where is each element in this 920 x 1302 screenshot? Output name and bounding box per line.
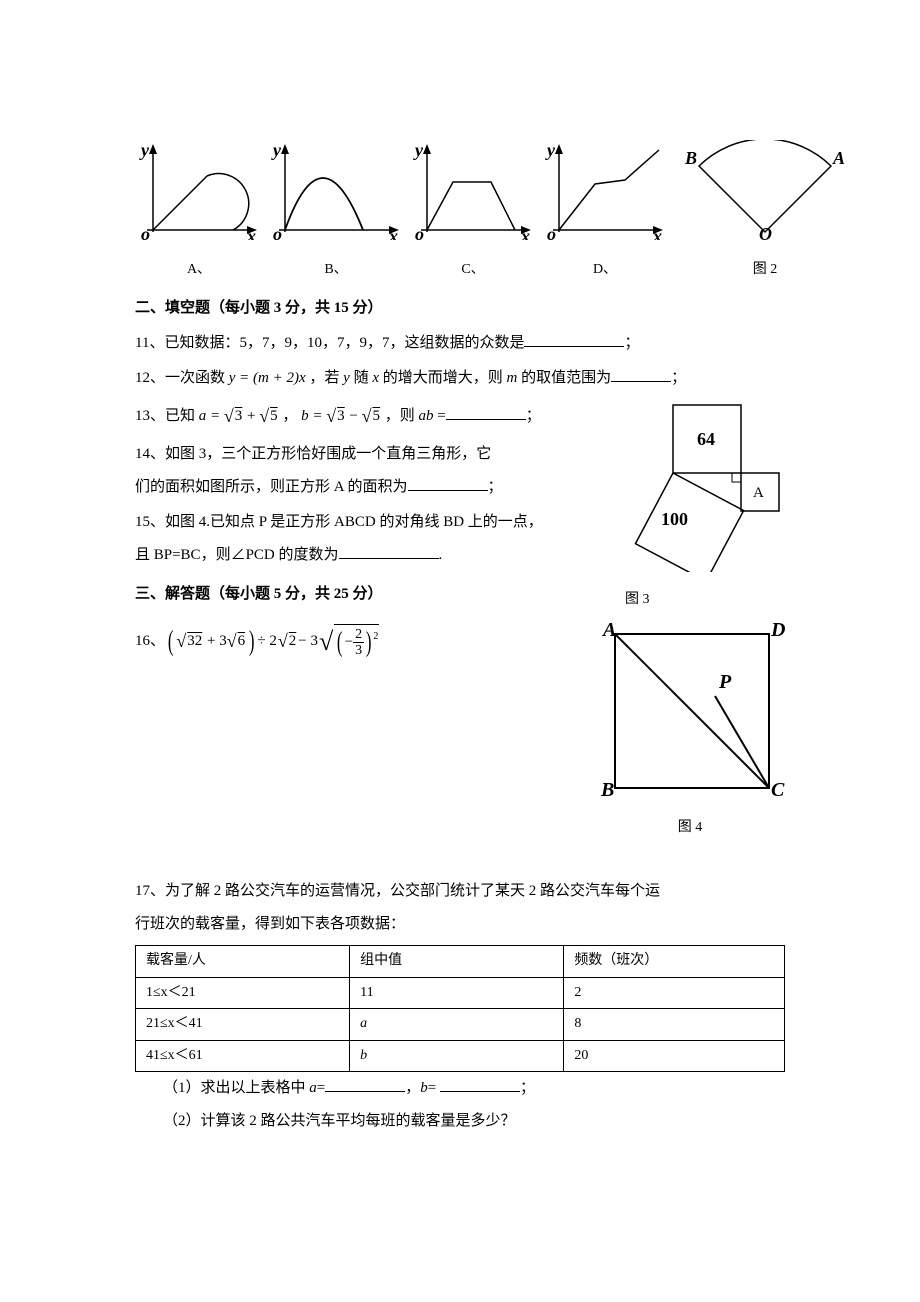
svg-text:64: 64	[697, 429, 715, 449]
q14-blank	[408, 476, 488, 491]
graph-d: y o x D、	[541, 140, 669, 286]
q12-y: y	[343, 370, 350, 386]
question-12: 12、一次函数 y = (m + 2)x ，若 y 随 x 的增大而增大，则 m…	[135, 362, 785, 395]
q15-line2a: 且 BP=BC，则∠PCD 的度数为	[135, 547, 339, 563]
q11-blank	[524, 332, 624, 347]
graph-b-label: B、	[267, 255, 405, 286]
fig2-label-o: O	[759, 224, 772, 240]
q17-sub1: （1）求出以上表格中 a=，b= ；	[135, 1072, 785, 1105]
graph-c-label: C、	[409, 255, 537, 286]
q17-sub2: （2）计算该 2 路公共汽车平均每班的载客量是多少？	[135, 1105, 785, 1138]
th-2: 频数（班次）	[564, 946, 785, 977]
q17-blank-b	[440, 1077, 520, 1092]
q17-intro2: 行班次的载客量，得到如下表各项数据：	[135, 908, 785, 941]
q17-table: 载客量/人 组中值 频数（班次） 1≤x＜21 11 2 21≤x＜41 a 8…	[135, 945, 785, 1072]
svg-text:P: P	[718, 671, 732, 693]
svg-text:100: 100	[661, 509, 688, 529]
svg-text:x: x	[388, 226, 398, 240]
q14-line2a: 们的面积如图所示，则正方形 A 的面积为	[135, 479, 408, 495]
svg-text:C: C	[771, 779, 785, 800]
svg-text:x: x	[520, 226, 530, 240]
svg-text:x: x	[246, 226, 256, 240]
question-11: 11、已知数据：5，7，9，10，7，9，7，这组数据的众数是 ；	[135, 327, 785, 360]
graph-b: y o x B、	[267, 140, 405, 286]
figure-3: 64 A 100 图 3	[595, 397, 785, 616]
graph-c: y o x C、	[409, 140, 537, 286]
figure-3-caption: 图 3	[595, 585, 785, 616]
q13-blank	[446, 405, 526, 420]
y-axis-label: y	[139, 140, 150, 160]
svg-text:o: o	[547, 224, 556, 240]
q12-m: m	[507, 370, 518, 386]
q13-p1: 13、已知	[135, 408, 199, 424]
svg-text:o: o	[273, 224, 282, 240]
q12-p5: 的取值范围为	[517, 370, 611, 386]
question-17: 17、为了解 2 路公交汽车的运营情况，公交部门统计了某天 2 路公交汽车每个运…	[135, 875, 785, 1138]
figure-4-caption: 图 4	[595, 813, 785, 844]
q14-line2b: ；	[488, 479, 503, 495]
q11-text-post: ；	[624, 335, 639, 351]
fig2-label-b: B	[684, 148, 697, 168]
fig2-label-a: A	[832, 148, 845, 168]
q12-p3: 随	[350, 370, 373, 386]
table-row: 1≤x＜21 11 2	[136, 977, 785, 1008]
graph-a: y o x A、	[135, 140, 263, 286]
svg-text:o: o	[415, 224, 424, 240]
svg-text:D: D	[770, 620, 785, 641]
q12-eq: y = (m + 2)x	[229, 370, 306, 386]
q12-p6: ；	[671, 370, 686, 386]
svg-text:B: B	[600, 779, 614, 800]
section-2-heading: 二、填空题（每小题 3 分，共 15 分）	[135, 292, 785, 325]
table-row: 21≤x＜41 a 8	[136, 1009, 785, 1040]
q17-blank-a	[325, 1077, 405, 1092]
svg-text:y: y	[413, 140, 424, 160]
th-0: 载客量/人	[136, 946, 350, 977]
q12-p4: 的增大而增大，则	[379, 370, 507, 386]
graph-options-row: y o x A、 y o x B、 y	[135, 140, 785, 286]
figure-4: A D B C P 图 4	[595, 620, 785, 844]
svg-text:A: A	[601, 620, 616, 641]
svg-text:y: y	[545, 140, 556, 160]
svg-text:x: x	[652, 226, 662, 240]
q17-intro1: 17、为了解 2 路公交汽车的运营情况，公交部门统计了某天 2 路公交汽车每个运	[135, 875, 785, 908]
figure-2: B A O 图 2	[681, 140, 849, 286]
q15-blank	[339, 544, 439, 559]
q12-p1: 12、一次函数	[135, 370, 229, 386]
q11-text-pre: 11、已知数据：5，7，9，10，7，9，7，这组数据的众数是	[135, 335, 524, 351]
origin-label: o	[141, 224, 150, 240]
figure-2-caption: 图 2	[681, 255, 849, 286]
q12-p2: ，若	[306, 370, 344, 386]
q12-blank	[611, 367, 671, 382]
th-1: 组中值	[350, 946, 564, 977]
graph-d-label: D、	[541, 255, 669, 286]
graph-a-label: A、	[135, 255, 263, 286]
q16-prefix: 16、	[135, 625, 165, 658]
q15-line2b: .	[439, 547, 443, 563]
table-header-row: 载客量/人 组中值 频数（班次）	[136, 946, 785, 977]
table-row: 41≤x＜61 b 20	[136, 1040, 785, 1071]
svg-text:y: y	[271, 140, 282, 160]
svg-text:A: A	[753, 485, 764, 501]
